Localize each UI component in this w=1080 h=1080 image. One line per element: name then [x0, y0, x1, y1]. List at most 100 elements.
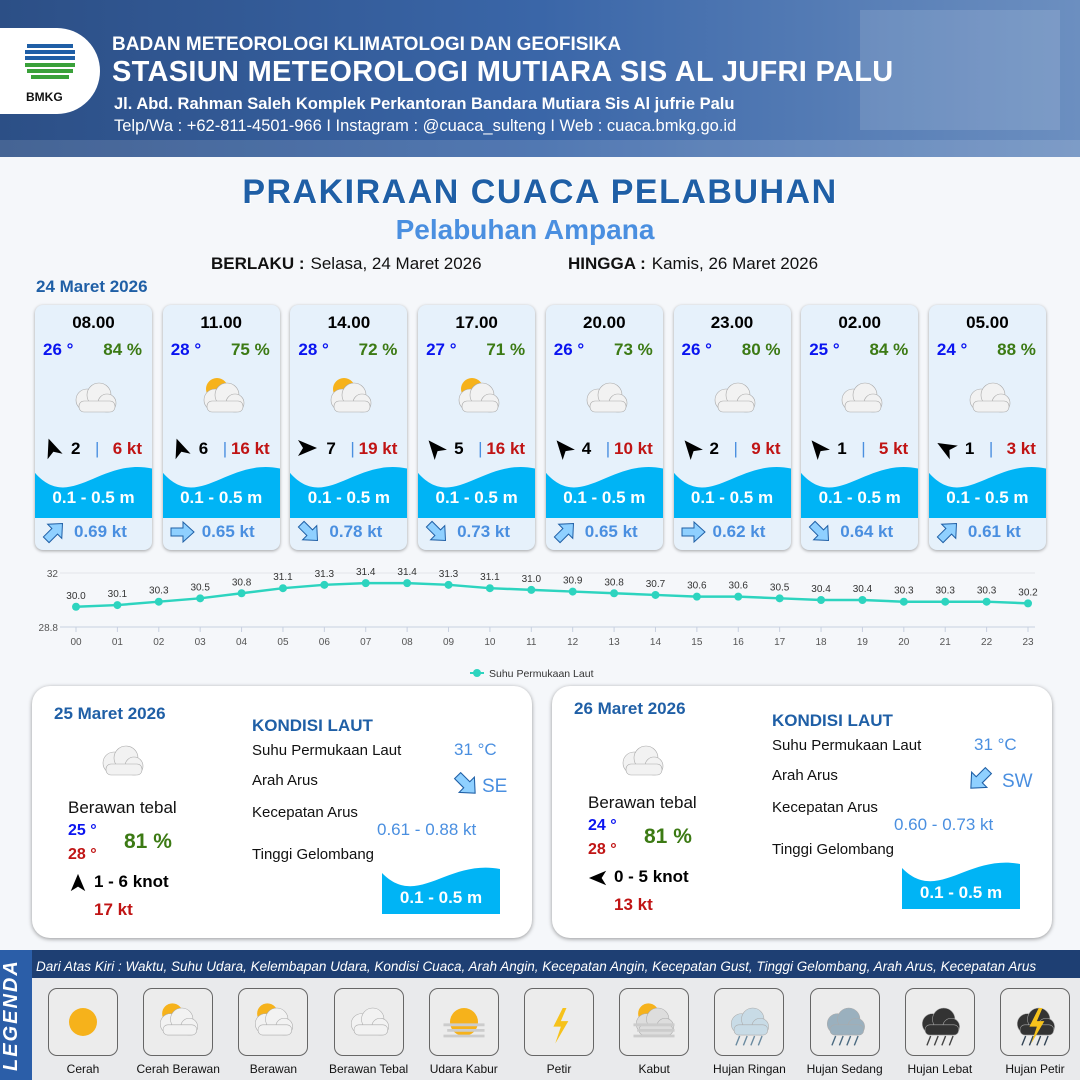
legend-label: Hujan Ringan [713, 1062, 786, 1076]
wind-speed: 2 [71, 439, 81, 458]
legend-label: Hujan Sedang [806, 1062, 883, 1076]
data-point [651, 590, 660, 599]
current-dir-value: SE [482, 776, 508, 797]
valid-to-label: HINGGA : [568, 254, 646, 273]
wind-range: 1 - 6 knot [94, 872, 169, 891]
data-point [817, 596, 826, 604]
data-label: 30.3 [894, 586, 914, 597]
legend-hujan-petir-icon [1000, 988, 1070, 1056]
legend-berawan-tebal-icon [333, 988, 404, 1056]
berawan-tebal-icon [576, 373, 636, 423]
x-tick-label: 14 [650, 637, 662, 648]
panel-date: 26 Maret 2026 [574, 699, 686, 718]
time: 08.00 [72, 313, 115, 332]
forecast-card: 02.00 25 ° 84 % 1 | 5 kt 0.1 - 0.5 m 0.6… [801, 305, 919, 550]
legend-label: Berawan Tebal [329, 1062, 409, 1076]
wave-label: Tinggi Gelombang [252, 846, 375, 863]
x-tick-label: 16 [733, 637, 745, 648]
valid-from-value: Selasa, 24 Maret 2026 [310, 254, 482, 273]
current-speed-label: Kecepatan Arus [252, 804, 358, 821]
x-tick-label: 01 [112, 637, 124, 648]
gust: 17 kt [94, 900, 133, 919]
legend-label: Udara Kabur [429, 1062, 498, 1076]
current-direction-arrow-icon [296, 519, 322, 545]
data-point [237, 589, 246, 598]
legend-udara-kabur-icon [428, 988, 499, 1056]
data-label: 30.3 [935, 586, 955, 597]
day1-label: 24 Maret 2026 [36, 277, 148, 296]
x-tick-label: 09 [443, 637, 455, 648]
wind-speed: 5 [454, 439, 464, 458]
legend-label: Petir [546, 1062, 572, 1076]
data-label: 30.6 [729, 581, 749, 592]
data-label: 31.3 [439, 569, 459, 580]
berawan-icon [448, 373, 508, 423]
current-direction-arrow-icon [807, 519, 833, 545]
berawan-icon [320, 373, 380, 423]
humidity: 71 % [486, 340, 526, 359]
wind-speed: 2 [709, 439, 719, 458]
current-dir-value: SW [1002, 771, 1033, 792]
wave-height: 0.1 - 0.5 m [563, 488, 646, 507]
data-point [982, 597, 991, 606]
legend-marker [473, 669, 481, 677]
legend-hujan-ringan-icon [714, 988, 785, 1056]
wind-direction-arrow-icon [807, 437, 831, 461]
data-point [361, 579, 370, 588]
forecast-card: 20.00 26 ° 73 % 4 | 10 kt 0.1 - 0.5 m 0.… [545, 305, 663, 550]
wave-icon [902, 859, 1020, 909]
data-label: 31.4 [397, 567, 417, 578]
wave-icon [673, 463, 791, 518]
data-point [858, 596, 867, 604]
logo-text: BMKG [26, 90, 63, 104]
humidity: 75 % [230, 340, 270, 359]
temperature: 28 ° [298, 340, 329, 359]
wave-label: Tinggi Gelombang [772, 841, 895, 858]
wind-speed: 7 [326, 439, 336, 458]
x-tick-label: 15 [691, 637, 703, 648]
condition: Berawan tebal [588, 793, 697, 812]
data-label: 30.0 [66, 591, 86, 602]
data-point [154, 597, 163, 606]
time: 11.00 [200, 313, 242, 332]
data-label: 31.3 [315, 569, 335, 580]
wind-direction-arrow-icon [424, 437, 448, 461]
header-banner: BMKG BADAN METEOROLOGI KLIMATOLOGI DAN G… [0, 0, 1080, 157]
data-point [941, 597, 950, 606]
wind-speed: 4 [581, 439, 592, 458]
separator: | [988, 439, 994, 458]
humidity: 84 % [869, 340, 909, 359]
data-point [610, 589, 619, 598]
wave-icon [928, 463, 1046, 518]
panel-date: 25 Maret 2026 [54, 704, 166, 723]
legend-cerah-berawan-icon [143, 988, 214, 1056]
wind-speed: 6 [198, 439, 209, 458]
contact: Telp/Wa : +62-811-4501-966 I Instagram :… [114, 117, 737, 135]
humidity: 72 % [358, 340, 398, 359]
current-direction-arrow-icon [452, 770, 480, 798]
temperature: 25 ° [809, 340, 840, 359]
berawan-icon [193, 373, 253, 423]
current-speed: 0.73 kt [457, 522, 511, 541]
bmkg-logo: BMKG [0, 28, 100, 114]
x-tick-label: 08 [402, 637, 414, 648]
humidity: 84 % [103, 340, 142, 359]
legend-label: Hujan Lebat [907, 1062, 973, 1076]
x-tick-label: 11 [526, 637, 537, 648]
data-label: 30.1 [108, 589, 128, 600]
legend-label: Cerah [66, 1062, 100, 1076]
berawan-tebal-icon [92, 736, 152, 786]
data-point [899, 597, 908, 606]
legend-hujan-lebat-icon [904, 988, 975, 1056]
x-tick-label: 02 [153, 637, 165, 648]
berawan-tebal-icon [831, 373, 891, 423]
legend-label: Suhu Permukaan Laut [489, 668, 594, 680]
gust: 13 kt [614, 895, 653, 914]
wave-height: 0.1 - 0.5 m [919, 883, 1003, 902]
data-point [1024, 599, 1032, 608]
gust-speed: 5 kt [878, 439, 909, 458]
current-speed: 0.64 kt [840, 522, 894, 541]
forecast-card: 05.00 24 ° 88 % 1 | 3 kt 0.1 - 0.5 m 0.6… [928, 305, 1046, 550]
temperature: 24 ° [936, 340, 968, 359]
data-label: 30.5 [770, 582, 790, 593]
